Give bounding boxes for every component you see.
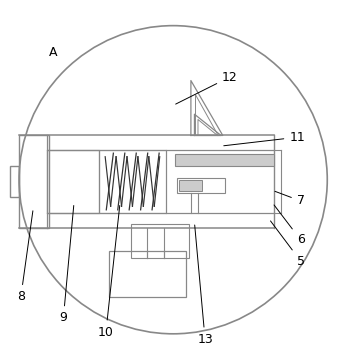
Bar <box>110 250 186 297</box>
Bar <box>10 166 19 197</box>
Text: 13: 13 <box>195 225 213 346</box>
Text: 9: 9 <box>59 205 74 325</box>
Bar <box>19 135 49 228</box>
Bar <box>177 178 225 193</box>
Text: 10: 10 <box>98 205 120 339</box>
Bar <box>175 154 274 166</box>
Bar <box>47 150 99 213</box>
Text: 6: 6 <box>274 205 305 246</box>
Bar <box>178 180 201 191</box>
Bar <box>99 150 166 213</box>
Bar <box>131 224 189 258</box>
Text: A: A <box>49 46 57 59</box>
Text: 7: 7 <box>275 191 305 208</box>
Text: 12: 12 <box>176 70 238 104</box>
Text: 11: 11 <box>224 131 305 146</box>
Text: 8: 8 <box>17 211 33 303</box>
Text: 5: 5 <box>271 221 305 268</box>
